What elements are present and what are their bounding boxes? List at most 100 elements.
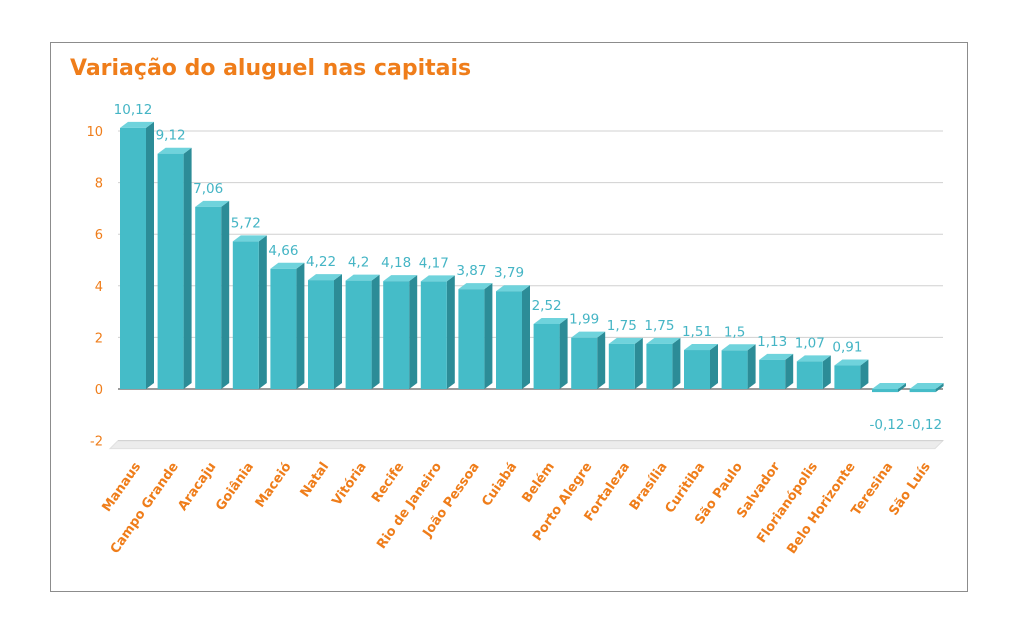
bar[interactable] [496,291,522,389]
bar[interactable] [308,280,334,389]
bar-side [785,353,794,389]
chart-floor [108,440,945,450]
bar-side [935,383,944,393]
bar-top [533,317,568,324]
bar-side [860,359,869,389]
bar-top [270,262,305,269]
bar-top [796,355,831,362]
bar[interactable] [909,389,936,393]
y-tick-label: 10 [86,125,103,140]
x-tick-label: Vitória [329,460,369,509]
bar-side [409,275,418,389]
bar-top [157,147,192,154]
data-label: 3,87 [456,263,486,279]
bar[interactable] [458,289,485,389]
bar-side [710,344,718,389]
data-label: 4,17 [419,255,449,271]
x-tick-label: Goiânia [213,460,257,514]
bar-side [634,337,643,389]
x-tick-label: Cuiabá [479,460,520,510]
bar-side [296,262,305,389]
bar-top [608,337,643,344]
data-label: 5,72 [231,215,261,231]
bar-top [759,353,794,360]
bar-side [672,337,681,389]
bar-side [221,200,230,389]
bar[interactable] [684,350,710,389]
bar[interactable] [232,241,259,389]
bar[interactable] [834,365,861,389]
bar-side [597,331,606,389]
x-tick-label: Campo Grande [108,460,182,557]
bar-top [120,121,154,128]
y-tick-label: 0 [95,383,103,398]
data-label: 4,18 [381,255,411,271]
x-tick-label: Belém [519,460,557,506]
bar-side [371,274,380,389]
bar[interactable] [608,343,635,389]
bar-top [308,274,342,281]
bar[interactable] [796,361,823,389]
bar[interactable] [420,281,447,389]
data-label: 2,52 [532,298,562,314]
data-label: -0,12 [907,417,942,433]
bar[interactable] [157,153,184,389]
bar-top [458,283,493,290]
bar-top [420,275,455,282]
x-tick-label: Maceió [253,460,295,511]
bar-side [559,317,568,389]
bar[interactable] [571,337,598,389]
bar-side [484,283,493,389]
data-label: 4,66 [268,243,298,259]
bar-side [822,355,831,389]
data-label: 0,91 [832,340,862,356]
bar-top [872,383,906,389]
bar[interactable] [345,280,372,389]
bar-side [334,274,342,389]
bar-side [747,344,756,389]
bar-side [522,285,530,389]
data-label: 7,06 [193,181,223,197]
bar-top [834,359,869,366]
bar-top [684,344,718,351]
data-label: 3,79 [494,265,524,281]
bar-side [258,235,267,389]
bar[interactable] [872,389,898,393]
bar-top [383,275,418,282]
data-label: -0,12 [870,417,905,433]
bar-side [183,147,192,389]
bar[interactable] [120,127,146,390]
bar-top [721,344,756,351]
bar[interactable] [646,343,673,389]
data-label: 1,51 [682,324,712,340]
data-label: 1,07 [795,335,825,351]
bar[interactable] [533,323,560,389]
data-label: 4,2 [348,255,369,271]
bar-top [496,285,530,292]
bar-top [571,331,606,338]
bar[interactable] [759,359,786,389]
data-label: 10,12 [114,102,153,118]
bar-top [345,274,380,281]
bar[interactable] [721,350,748,389]
bar[interactable] [270,268,297,389]
y-tick-label: 4 [95,280,103,295]
data-label: 9,12 [156,128,186,144]
bar-side [146,121,154,390]
bar-top [909,383,944,389]
data-label: 1,75 [607,318,637,334]
bar-top [195,200,230,207]
bar-side [446,275,455,389]
data-label: 1,5 [724,324,745,340]
x-tick-label: Belo Horizonte [784,460,858,557]
bar[interactable] [383,281,410,389]
y-tick-label: 8 [95,177,103,192]
y-tick-label: 6 [95,228,103,243]
data-label: 1,75 [644,318,674,334]
y-tick-label: 2 [95,331,103,346]
bar[interactable] [195,206,222,389]
bar-top [232,235,267,242]
x-tick-label: Recife [369,460,407,506]
x-tick-label: Natal [298,460,333,501]
